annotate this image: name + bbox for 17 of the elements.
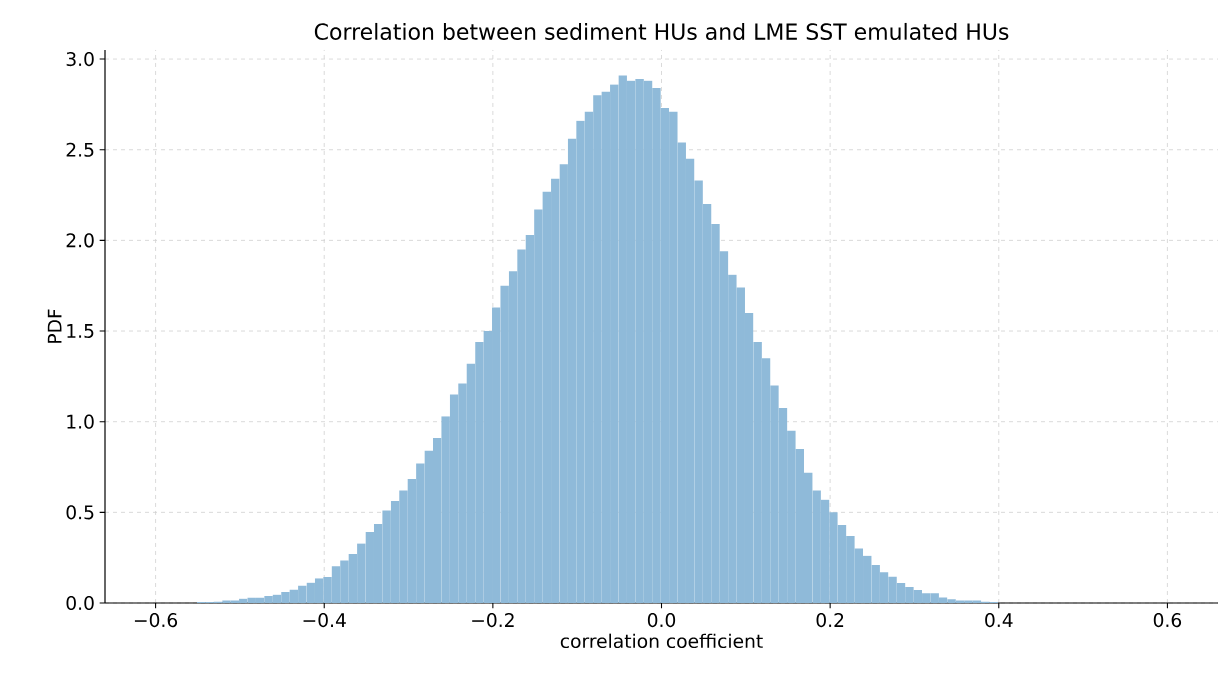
- chart-title: Correlation between sediment HUs and LME SST emulated HUs: [314, 22, 1009, 40]
- x-tick-label: −0.6: [134, 613, 178, 628]
- y-tick-label: 1.0: [67, 414, 94, 429]
- x-tick-label: −0.2: [472, 613, 514, 628]
- x-tick-label: 0.0: [647, 613, 676, 628]
- x-axis-title: correlation coefficient: [560, 633, 763, 649]
- y-tick-label: 1.5: [67, 324, 94, 338]
- x-tick-label: 0.2: [816, 613, 844, 628]
- y-tick-label: 2.0: [66, 233, 94, 248]
- y-tick-label: 0.5: [66, 505, 94, 520]
- x-tick-label: 0.4: [985, 613, 1013, 628]
- x-tick-label: 0.6: [1153, 613, 1182, 628]
- y-tick-label: 2.5: [66, 142, 94, 157]
- y-tick-label: 3.0: [66, 51, 94, 67]
- x-tick-label: −0.4: [303, 613, 346, 628]
- y-tick-label: 0.0: [66, 595, 94, 611]
- y-axis-title: PDF: [47, 309, 62, 343]
